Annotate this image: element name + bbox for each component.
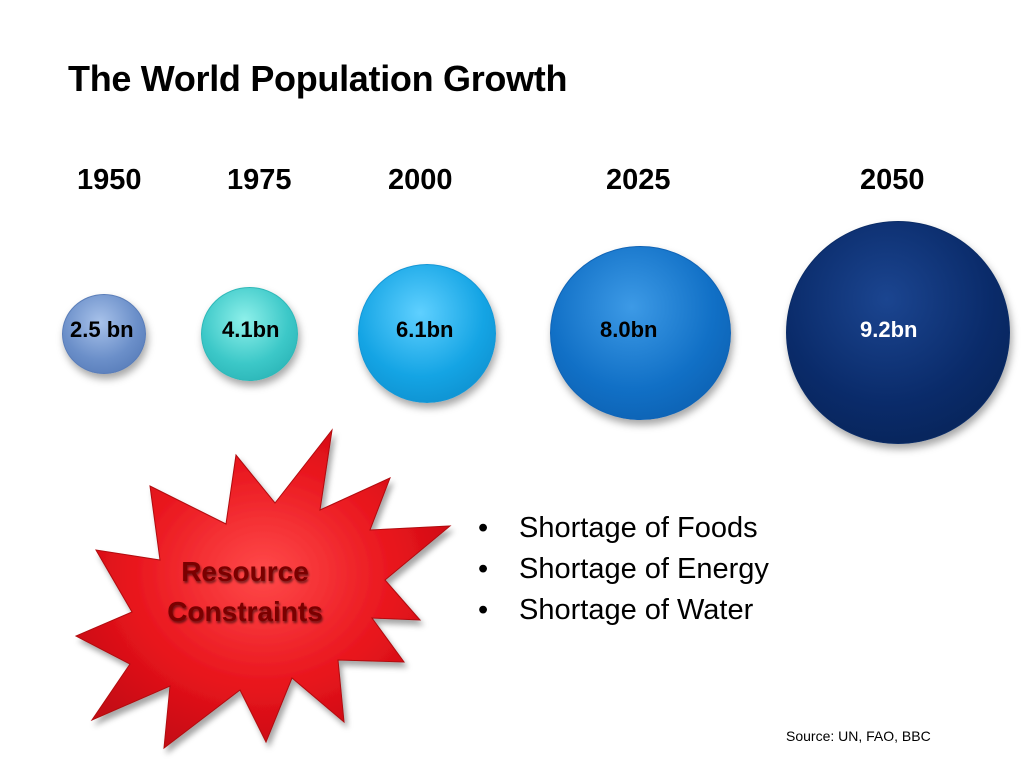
population-bubble-2000: [358, 264, 496, 403]
bullet-item-energy: • Shortage of Energy: [478, 549, 769, 590]
bullet-text: Shortage of Water: [519, 594, 754, 626]
population-value-2050: 9.2bn: [860, 317, 918, 342]
year-label-2000: 2000: [388, 164, 453, 196]
population-bubble-1975: [201, 287, 298, 381]
year-label-1975: 1975: [227, 164, 292, 196]
population-value-2025: 8.0bn: [600, 317, 658, 342]
year-label-2050: 2050: [860, 164, 925, 196]
callout-line-1: Resource: [181, 556, 309, 587]
bullet-text: Shortage of Energy: [519, 553, 769, 585]
year-label-2025: 2025: [606, 164, 671, 196]
population-bubble-2025: [550, 246, 731, 420]
starburst-polygon: [74, 428, 452, 750]
population-bubble-2050: [786, 221, 1010, 444]
resource-constraints-label: Resource Constraints: [140, 552, 350, 632]
population-value-2000: 6.1bn: [396, 317, 454, 342]
bullet-marker: •: [478, 553, 489, 585]
bullet-item-water: • Shortage of Water: [478, 590, 769, 631]
year-label-1950: 1950: [77, 164, 142, 196]
bullet-text: Shortage of Foods: [519, 512, 758, 544]
bullet-item-foods: • Shortage of Foods: [478, 508, 769, 549]
population-value-1950: 2.5 bn: [70, 317, 134, 342]
callout-line-2: Constraints: [167, 596, 323, 627]
source-citation: Source: UN, FAO, BBC: [786, 728, 931, 744]
bullet-marker: •: [478, 512, 489, 544]
population-bubble-1950: [62, 294, 146, 374]
shortage-bullet-list: • Shortage of Foods • Shortage of Energy…: [478, 508, 769, 631]
bullet-marker: •: [478, 594, 489, 626]
population-value-1975: 4.1bn: [222, 317, 280, 342]
slide-title: The World Population Growth: [68, 58, 568, 99]
